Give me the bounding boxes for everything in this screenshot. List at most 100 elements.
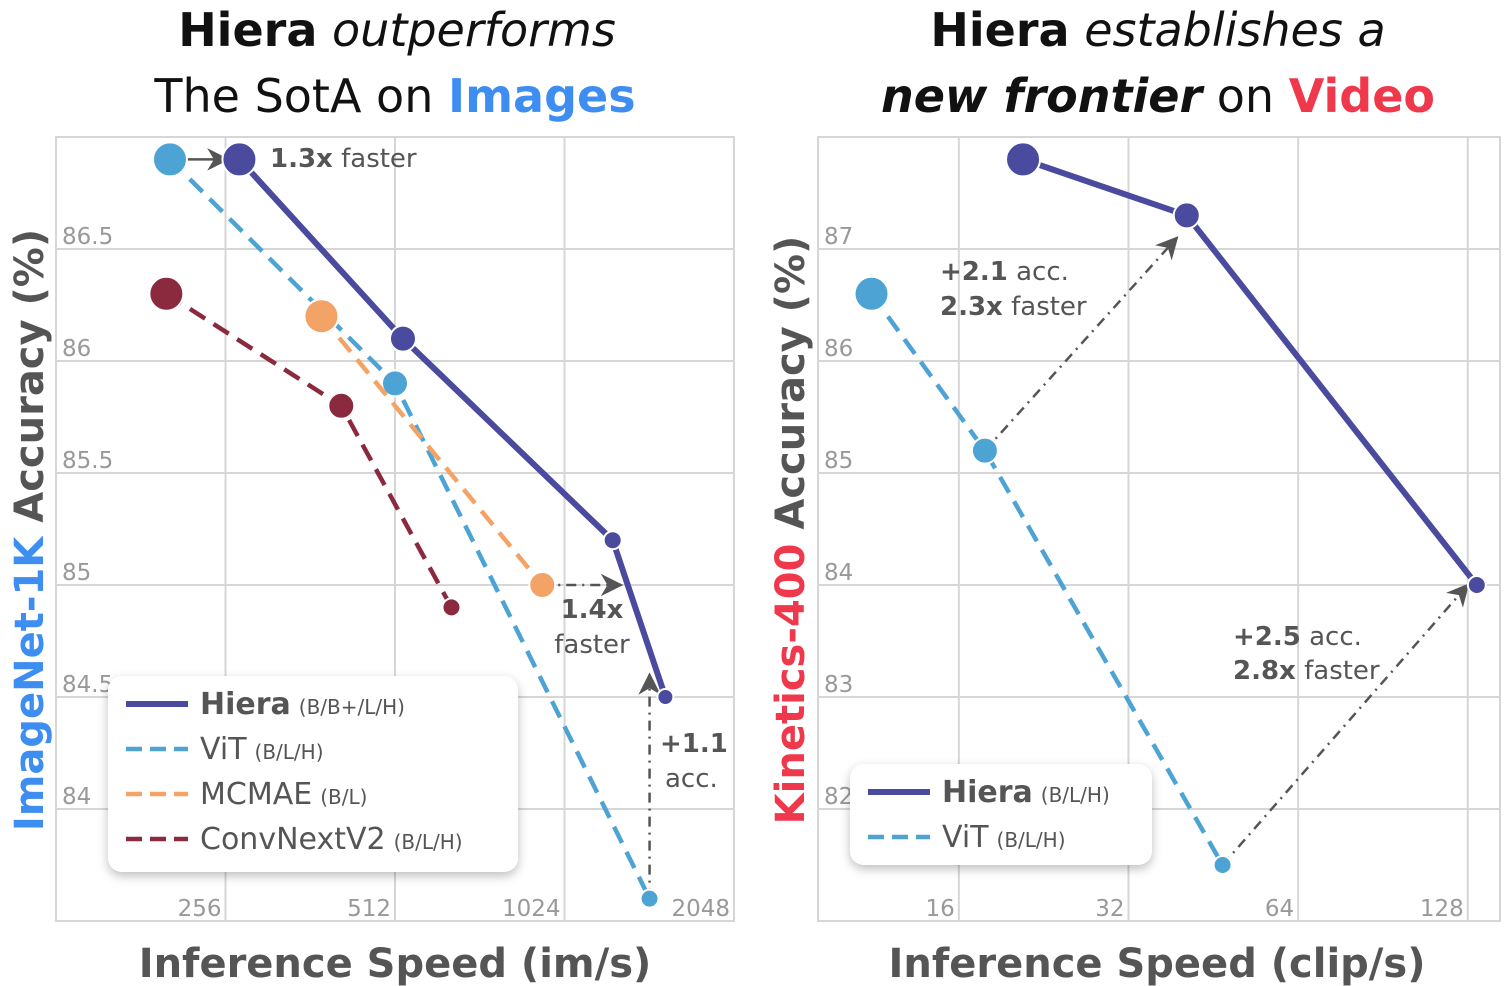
right-legend: Hiera (B/L/H) ViT (B/L/H) xyxy=(850,764,1152,865)
left-title-line2: The SotA on Images xyxy=(153,69,635,123)
annotation-right-1a: +2.1 acc. xyxy=(940,257,1069,287)
legend-name: ViT xyxy=(200,732,247,767)
x-tick-label: 64 xyxy=(1265,896,1294,922)
data-point-hiera xyxy=(221,141,258,178)
y-tick-label: 82 xyxy=(824,784,853,810)
data-point-convnextv2 xyxy=(148,275,185,312)
legend-entry: Hiera (B/L/H) xyxy=(942,775,1110,810)
annotation-bold: 2.3x xyxy=(940,292,1003,322)
right-y-axis-text: Accuracy (%) xyxy=(768,236,814,530)
annotation-bold: 1.3x xyxy=(270,144,333,174)
data-point-mcmae xyxy=(303,298,340,335)
series-line-hiera xyxy=(1022,156,1480,587)
right-title-bold: Hiera xyxy=(930,3,1069,57)
legend-sub: (B/L/H) xyxy=(1041,783,1110,807)
right-y-axis-label: Kinetics-400 Accuracy (%) xyxy=(768,236,814,825)
left-title-line1: Hiera outperforms xyxy=(178,3,616,57)
x-tick-label: 32 xyxy=(1095,896,1124,922)
data-point-vit xyxy=(970,436,999,465)
legend-box xyxy=(108,676,518,872)
annotation-left-3-bold: +1.1 xyxy=(660,729,728,759)
annotation-right-1b: 2.3x faster xyxy=(940,292,1087,322)
data-point-convnextv2 xyxy=(327,391,356,420)
data-point-hiera xyxy=(1005,141,1042,178)
data-point-hiera xyxy=(602,530,623,551)
data-point-convnextv2 xyxy=(441,597,462,618)
left-title-accent: Images xyxy=(448,69,636,123)
plot-frame xyxy=(817,136,1501,922)
right-y-axis-accent: Kinetics-400 xyxy=(768,544,814,825)
y-tick-label: 86.5 xyxy=(62,224,113,250)
y-tick-label: 84 xyxy=(824,560,853,586)
x-tick-label: 128 xyxy=(1420,896,1464,922)
legend-sub: (B/B+/L/H) xyxy=(299,695,405,719)
left-x-axis-label: Inference Speed (im/s) xyxy=(139,941,652,986)
series-line-hiera xyxy=(237,157,669,698)
series-line-vit xyxy=(869,292,1225,867)
data-point-vit xyxy=(853,275,890,312)
series-line-mcmae xyxy=(319,314,545,587)
y-tick-label: 87 xyxy=(824,224,853,250)
data-point-vit xyxy=(151,141,188,178)
right-plot: 16 32 64 128 82 83 84 85 86 87 xyxy=(817,136,1501,922)
y-tick-label: 84 xyxy=(62,784,91,810)
annotation-left-1: 1.3x faster xyxy=(270,144,417,174)
annotation-text: acc. xyxy=(1016,257,1069,287)
legend-name: ConvNextV2 xyxy=(200,822,386,857)
legend-entry: MCMAE (B/L) xyxy=(200,777,367,812)
data-point-hiera xyxy=(388,324,417,353)
annotation-left-3-text: acc. xyxy=(665,764,718,794)
legend-entry: ViT (B/L/H) xyxy=(942,820,1066,855)
x-tick-label: 2048 xyxy=(671,896,730,922)
annotation-right-2b: 2.8x faster xyxy=(1233,656,1380,686)
left-legend: Hiera (B/B+/L/H) ViT (B/L/H) MCMAE (B/L) ConvN… xyxy=(108,676,518,872)
right-title-line1: Hiera establishes a xyxy=(930,3,1385,57)
y-tick-label: 85.5 xyxy=(62,448,113,474)
y-tick-label: 86 xyxy=(62,336,91,362)
legend-sub: (B/L/H) xyxy=(255,740,324,764)
y-tick-label: 84.5 xyxy=(62,672,113,698)
left-title-bold: Hiera xyxy=(178,3,317,57)
x-tick-label: 512 xyxy=(347,896,391,922)
data-point-hiera xyxy=(656,688,675,706)
legend-name: ViT xyxy=(942,820,989,855)
y-tick-label: 86 xyxy=(824,336,853,362)
legend-name: MCMAE xyxy=(200,777,312,812)
data-point-vit xyxy=(381,369,409,398)
legend-name: Hiera xyxy=(942,775,1033,810)
annotation-bold: +2.5 xyxy=(1233,622,1301,652)
data-point-vit xyxy=(1212,855,1233,875)
annotation-bold: +2.1 xyxy=(940,257,1008,287)
annotation-bold: 2.8x xyxy=(1233,656,1296,686)
data-point-hiera xyxy=(1466,575,1487,595)
left-title-italic: outperforms xyxy=(332,3,616,57)
right-x-axis-label: Inference Speed (clip/s) xyxy=(889,941,1426,986)
right-title-normal: on xyxy=(1217,69,1274,123)
legend-name: Hiera xyxy=(200,687,291,722)
legend-sub: (B/L/H) xyxy=(394,830,463,854)
annotation-text: faster xyxy=(1011,292,1087,322)
y-tick-label: 85 xyxy=(62,560,91,586)
annotation-text: faster xyxy=(341,144,417,174)
data-point-hiera xyxy=(1172,201,1201,230)
legend-entry: ViT (B/L/H) xyxy=(200,732,324,767)
data-point-mcmae xyxy=(528,571,557,599)
legend-entry: ConvNextV2 (B/L/H) xyxy=(200,822,463,857)
annotation-left-2-text: faster xyxy=(554,630,630,660)
right-title-line2: new frontier on Video xyxy=(881,69,1435,123)
legend-sub: (B/L/H) xyxy=(997,828,1066,852)
legend-sub: (B/L) xyxy=(320,785,367,809)
left-title-normal: The SotA on xyxy=(153,69,433,123)
right-title-accent: Video xyxy=(1289,69,1435,123)
x-tick-label: 16 xyxy=(926,896,955,922)
data-point-vit xyxy=(639,888,660,909)
left-plot: 256 512 1024 2048 84 84.5 85 85.5 86 86.5 xyxy=(55,136,735,922)
y-tick-label: 85 xyxy=(824,448,853,474)
left-y-axis-accent: ImageNet-1K xyxy=(7,535,53,831)
annotation-right-2a: +2.5 acc. xyxy=(1233,622,1362,652)
x-tick-label: 256 xyxy=(178,896,222,922)
left-y-axis-text: Accuracy (%) xyxy=(7,229,53,523)
annotation-text: acc. xyxy=(1309,622,1362,652)
right-title-italic: establishes a xyxy=(1084,3,1385,57)
